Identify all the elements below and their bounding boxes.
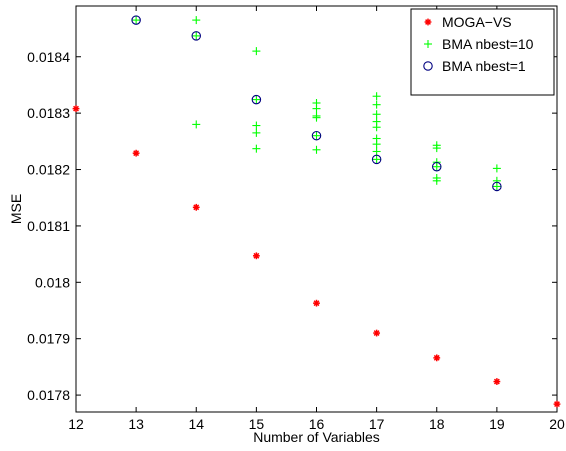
data-point-circle (251, 94, 262, 105)
legend-box (410, 8, 555, 96)
data-point-plus (372, 123, 381, 132)
y-tick-label: 0.0183 (27, 105, 70, 121)
data-point-plus (372, 92, 381, 101)
legend-label: MOGA−VS (442, 14, 512, 30)
series-asterisk (72, 105, 561, 408)
y-tick-label: 0.0181 (27, 218, 70, 234)
data-point-plus (132, 16, 141, 25)
data-point-plus (372, 155, 381, 164)
data-point-plus (312, 113, 321, 122)
x-axis-tick-labels: 12 13 14 15 16 17 18 19 20 (68, 416, 565, 432)
data-point-asterisk (553, 400, 561, 408)
legend-label: BMA nbest=1 (442, 58, 526, 74)
data-point-plus (312, 131, 321, 140)
x-tick-label: 16 (309, 416, 325, 432)
legend-marker-circle (423, 61, 433, 71)
data-point-circle (431, 161, 442, 172)
data-point-asterisk (132, 149, 140, 157)
x-tick-label: 17 (369, 416, 385, 432)
data-point-plus (252, 47, 261, 56)
data-point-plus (312, 145, 321, 154)
data-point-circle (371, 154, 382, 165)
x-tick-label: 15 (249, 416, 265, 432)
data-point-asterisk (313, 299, 320, 307)
series-plus (132, 16, 501, 191)
x-tick-label: 18 (429, 416, 445, 432)
legend-entry: BMA nbest=1 (423, 58, 526, 74)
data-points (72, 15, 561, 408)
data-point-plus (192, 31, 201, 40)
x-tick-label: 19 (489, 416, 505, 432)
data-point-plus (492, 164, 501, 173)
y-tick-label: 0.0184 (27, 49, 70, 65)
data-point-circle (131, 15, 141, 25)
y-axis-label: MSE (8, 194, 24, 224)
data-point-circle (191, 31, 202, 41)
data-point-circle (492, 181, 502, 192)
data-point-plus (192, 16, 201, 25)
data-point-plus (432, 144, 441, 153)
data-point-plus (372, 140, 381, 149)
x-tick-label: 13 (128, 416, 144, 432)
series-circle (131, 15, 502, 192)
legend-marker-plus (424, 40, 432, 48)
data-point-asterisk (192, 203, 200, 211)
data-point-circle (311, 130, 322, 141)
data-point-plus (192, 120, 201, 129)
y-tick-label: 0.0182 (27, 162, 70, 178)
data-point-asterisk (433, 354, 441, 362)
y-tick-label: 0.0178 (27, 387, 70, 403)
data-point-plus (372, 147, 381, 156)
legend-entry: MOGA−VS (424, 14, 512, 30)
data-point-asterisk (252, 252, 260, 260)
data-point-plus (252, 95, 261, 104)
legend: MOGA−VS BMA nbest=10 BMA nbest=1 (410, 8, 555, 96)
legend-marker-asterisk (424, 18, 432, 26)
y-axis-tick-labels: 0.0178 0.0179 0.018 0.0181 0.0182 0.0183 0.018… (27, 49, 70, 403)
data-point-plus (252, 144, 261, 153)
data-point-asterisk (373, 329, 381, 337)
data-point-plus (432, 176, 441, 185)
x-axis-label: Number of Variables (253, 429, 380, 445)
data-point-asterisk (493, 378, 501, 385)
data-point-plus (252, 121, 261, 130)
x-tick-label: 20 (549, 416, 565, 432)
legend-entry: BMA nbest=10 (424, 36, 534, 52)
y-tick-label: 0.0179 (27, 331, 70, 347)
legend-label: BMA nbest=10 (442, 36, 534, 52)
data-point-plus (372, 100, 381, 109)
x-tick-label: 12 (68, 416, 84, 432)
y-tick-label: 0.018 (35, 274, 70, 290)
data-point-plus (312, 104, 321, 113)
data-point-plus (492, 182, 501, 191)
data-point-plus (432, 162, 441, 171)
x-tick-label: 14 (188, 416, 204, 432)
data-point-plus (252, 128, 261, 137)
data-point-asterisk (72, 105, 80, 113)
data-point-plus (372, 110, 381, 119)
